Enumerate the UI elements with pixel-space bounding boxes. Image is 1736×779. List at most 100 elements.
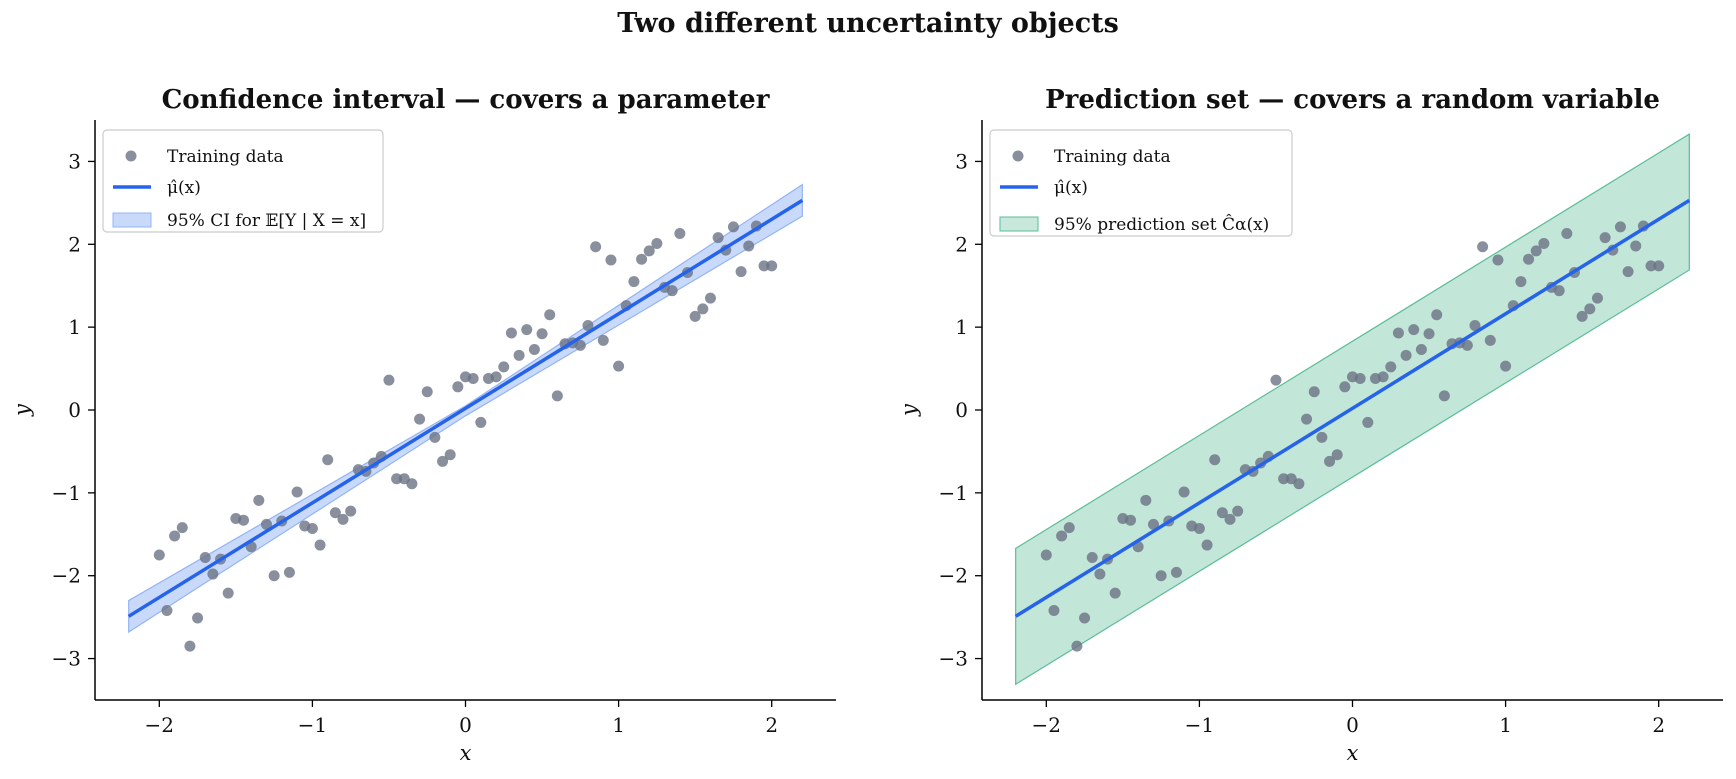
- chart-title: Prediction set — covers a random variabl…: [1045, 85, 1660, 115]
- x-tick-label: −2: [1032, 713, 1061, 737]
- legend-label-2: 95% CI for 𝔼[Y | X = x]: [167, 211, 366, 231]
- data-point: [1500, 360, 1512, 372]
- data-point: [1408, 324, 1420, 336]
- y-tick-label: 3: [955, 149, 968, 173]
- data-point: [1048, 605, 1060, 617]
- data-point: [1645, 260, 1657, 272]
- legend-label-0: Training data: [1054, 147, 1171, 167]
- data-point: [651, 237, 663, 249]
- data-point: [1147, 518, 1159, 530]
- data-point: [1339, 381, 1351, 393]
- data-point: [406, 478, 418, 490]
- x-tick-label: 2: [1652, 713, 1665, 737]
- data-point: [513, 349, 525, 361]
- data-point: [1278, 473, 1290, 485]
- data-point: [1155, 570, 1167, 582]
- data-point: [1385, 361, 1397, 373]
- data-point: [268, 570, 280, 582]
- x-tick-label: 0: [1346, 713, 1359, 737]
- data-point: [1224, 513, 1236, 525]
- data-point: [467, 373, 479, 385]
- data-point: [1400, 349, 1412, 361]
- data-point: [1140, 494, 1152, 506]
- data-point: [582, 319, 594, 331]
- data-point: [636, 253, 648, 265]
- y-tick-label: −2: [52, 564, 81, 588]
- legend-label-0: Training data: [167, 147, 284, 167]
- data-point: [238, 514, 250, 526]
- legend-marker-band: [999, 216, 1039, 232]
- data-point: [1216, 507, 1228, 519]
- data-point: [161, 605, 173, 617]
- data-point: [1591, 292, 1603, 304]
- y-axis-label: y: [897, 403, 921, 417]
- data-point: [1079, 612, 1091, 624]
- data-point: [329, 507, 341, 519]
- data-point: [253, 494, 265, 506]
- data-point: [1316, 431, 1328, 443]
- data-point: [192, 612, 204, 624]
- data-point: [306, 522, 318, 534]
- data-point: [1477, 241, 1489, 253]
- data-point: [1392, 327, 1404, 339]
- x-axis-label: x: [1347, 741, 1359, 765]
- y-tick-label: 2: [68, 232, 81, 256]
- data-point: [1201, 539, 1213, 551]
- data-point: [1308, 386, 1320, 398]
- data-point: [437, 455, 449, 467]
- legend-marker-band: [112, 212, 152, 228]
- data-point: [222, 587, 234, 599]
- data-point: [1056, 530, 1068, 542]
- data-point: [1653, 260, 1665, 272]
- data-point: [199, 551, 211, 563]
- data-point: [383, 374, 395, 386]
- data-point: [184, 640, 196, 652]
- y-tick-label: 1: [68, 315, 81, 339]
- data-point: [498, 361, 510, 373]
- data-point: [590, 241, 602, 253]
- data-point: [1324, 455, 1336, 467]
- data-point: [1469, 319, 1481, 331]
- legend-label-2: 95% prediction set Ĉα(x): [1054, 214, 1269, 235]
- x-tick-label: 2: [765, 713, 778, 737]
- legend: Training data μ̂(x) 95% prediction set Ĉα(…: [989, 129, 1293, 237]
- x-tick-label: 0: [459, 713, 472, 737]
- data-point: [674, 228, 686, 240]
- data-point: [345, 505, 357, 517]
- data-point: [391, 473, 403, 485]
- y-tick-label: −3: [52, 647, 81, 671]
- data-point: [169, 530, 181, 542]
- legend-label-1: μ̂(x): [1054, 178, 1088, 198]
- data-point: [291, 486, 303, 498]
- legend-marker-points: [125, 150, 137, 162]
- data-point: [743, 240, 755, 252]
- data-point: [1431, 309, 1443, 321]
- data-point: [1630, 240, 1642, 252]
- y-tick-label: 1: [955, 315, 968, 339]
- x-tick-label: −1: [298, 713, 327, 737]
- data-point: [1109, 587, 1121, 599]
- data-point: [260, 518, 272, 530]
- chart-panel-1: −2 −1 0 1 2 −3 −2 −1 0 1 2 3 Confidence interval — c…: [10, 85, 836, 765]
- fit-line: [1014, 198, 1691, 618]
- data-point: [544, 309, 556, 321]
- x-tick-label: −1: [1185, 713, 1214, 737]
- data-point: [1301, 413, 1313, 425]
- data-point: [153, 549, 165, 561]
- data-point: [1415, 344, 1427, 356]
- data-point: [1170, 566, 1182, 578]
- data-point: [1125, 514, 1137, 526]
- data-point: [1094, 568, 1106, 580]
- figure-suptitle: Two different uncertainty objects: [617, 8, 1119, 39]
- data-point: [1354, 373, 1366, 385]
- data-point: [490, 371, 502, 383]
- legend: Training data μ̂(x) 95% CI for 𝔼[Y | X = x…: [102, 129, 384, 233]
- data-point: [735, 266, 747, 278]
- y-tick-label: 0: [68, 398, 81, 422]
- y-tick-label: 3: [68, 149, 81, 173]
- data-point: [475, 416, 487, 428]
- data-point: [704, 292, 716, 304]
- data-point: [1538, 237, 1550, 249]
- data-point: [1622, 266, 1634, 278]
